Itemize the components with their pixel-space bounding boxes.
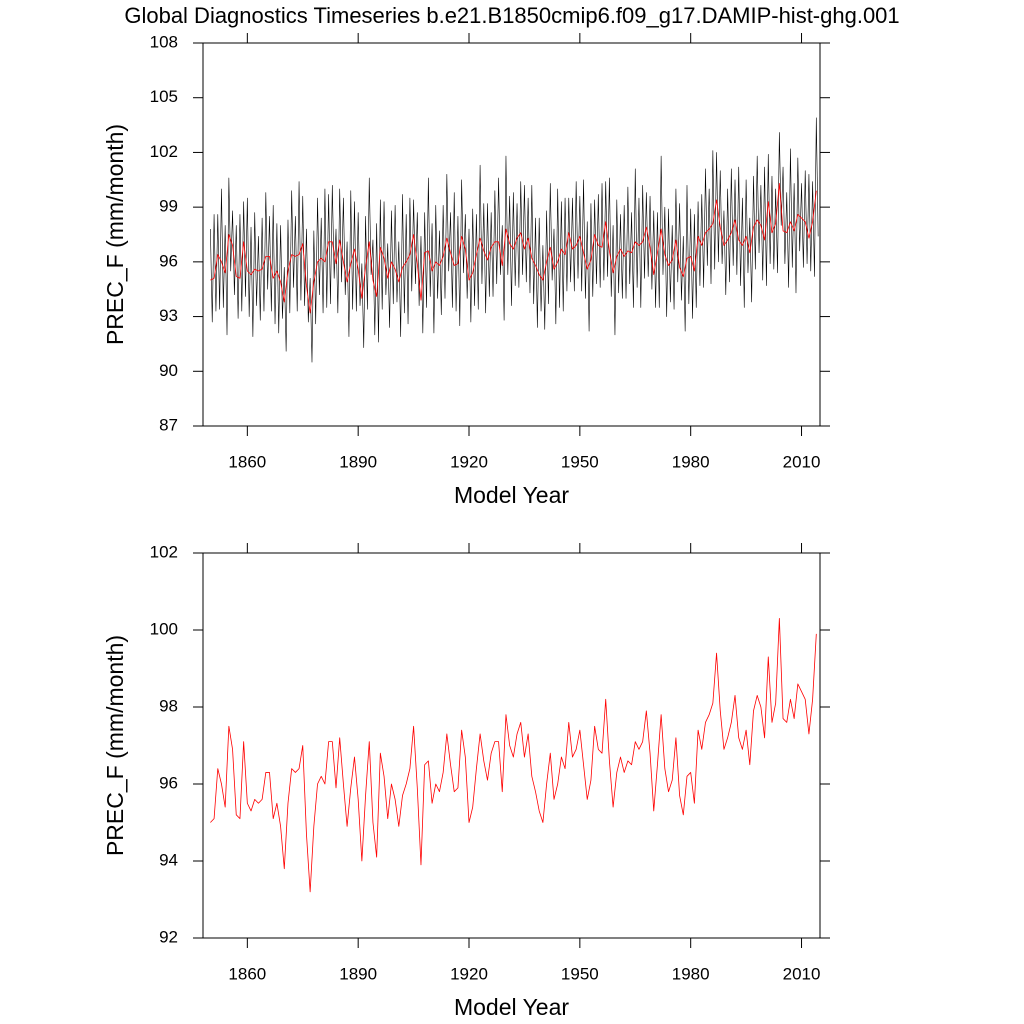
x-tick-label: 1950 (561, 964, 599, 983)
y-tick-label: 93 (159, 306, 178, 325)
data-line (210, 183, 817, 314)
x-tick-label: 1890 (339, 452, 377, 471)
x-tick-label: 1920 (450, 964, 488, 983)
y-axis-title: PREC_F (mm/month) (102, 124, 128, 345)
y-tick-label: 108 (150, 32, 178, 51)
y-tick-label: 102 (150, 542, 178, 561)
x-tick-label: 1920 (450, 452, 488, 471)
plot-frame (202, 42, 821, 427)
x-tick-label: 2010 (783, 964, 821, 983)
plot-frame (202, 552, 821, 939)
y-axis-title: PREC_F (mm/month) (102, 635, 128, 856)
chart-title: Global Diagnostics Timeseries b.e21.B185… (124, 3, 899, 28)
y-tick-label: 105 (150, 87, 178, 106)
data-line (210, 117, 819, 363)
y-tick-label: 92 (159, 927, 178, 946)
x-tick-label: 1860 (228, 452, 266, 471)
data-line (210, 618, 817, 893)
y-tick-label: 98 (159, 696, 178, 715)
y-tick-label: 87 (159, 415, 178, 434)
x-tick-label: 1980 (672, 964, 710, 983)
y-tick-label: 100 (150, 619, 178, 638)
y-tick-label: 99 (159, 197, 178, 216)
y-tick-label: 94 (159, 850, 178, 869)
y-tick-label: 96 (159, 251, 178, 270)
x-tick-label: 1890 (339, 964, 377, 983)
x-axis-title: Model Year (454, 482, 569, 508)
y-tick-label: 96 (159, 773, 178, 792)
x-axis-title: Model Year (454, 994, 569, 1020)
x-tick-label: 2010 (783, 452, 821, 471)
x-tick-label: 1950 (561, 452, 599, 471)
x-tick-label: 1860 (228, 964, 266, 983)
y-tick-label: 102 (150, 142, 178, 161)
x-tick-label: 1980 (672, 452, 710, 471)
y-tick-label: 90 (159, 361, 178, 380)
